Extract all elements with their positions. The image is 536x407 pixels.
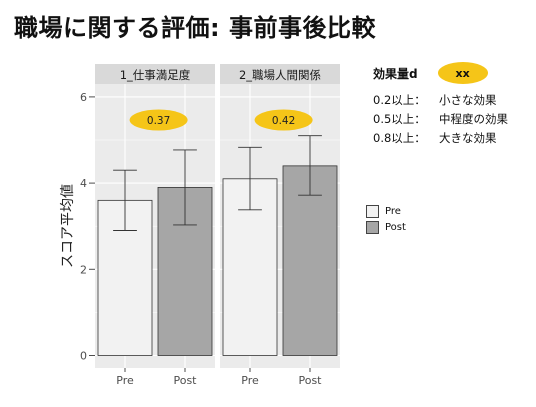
- legend: Pre Post: [366, 205, 406, 237]
- effect-level: 0.5以上：: [373, 112, 426, 126]
- effect-size-label: 0.42: [272, 115, 295, 127]
- facet-strip: [220, 64, 340, 84]
- effect-size-badge: [254, 109, 313, 131]
- effect-size-badge: [129, 109, 188, 131]
- effect-size-label: 0.37: [147, 115, 170, 127]
- effect-row: 0.2以上： 小さな効果: [373, 92, 508, 108]
- effect-desc: 中程度の効果: [439, 112, 508, 126]
- x-tick-label: Post: [173, 374, 197, 387]
- x-tick-label: Post: [298, 374, 322, 387]
- effect-row: 0.8以上： 大きな効果: [373, 130, 508, 146]
- effect-size-title: 効果量d: [373, 66, 418, 81]
- legend-item-pre: Pre: [366, 205, 406, 218]
- x-tick-label: Pre: [116, 374, 134, 387]
- facet-title: 2_職場人間関係: [239, 68, 321, 82]
- y-tick-label: 4: [80, 177, 87, 190]
- y-tick-label: 6: [80, 91, 87, 104]
- legend-label-pre: Pre: [385, 206, 401, 217]
- legend-swatch-post: [366, 221, 379, 234]
- effect-level: 0.2以上：: [373, 93, 426, 107]
- y-tick-label: 2: [80, 263, 87, 276]
- facet-title: 1_仕事満足度: [120, 68, 191, 82]
- effect-level: 0.8以上：: [373, 131, 426, 145]
- legend-label-post: Post: [385, 222, 406, 233]
- effect-desc: 小さな効果: [439, 93, 497, 107]
- legend-swatch-pre: [366, 205, 379, 218]
- legend-item-post: Post: [366, 221, 406, 234]
- page-title: 職場に関する評価: 事前事後比較: [14, 14, 376, 42]
- effect-row: 0.5以上： 中程度の効果: [373, 111, 508, 127]
- x-tick-label: Pre: [241, 374, 259, 387]
- y-axis-label: スコア平均値: [60, 184, 76, 268]
- effect-desc: 大きな効果: [439, 131, 497, 145]
- y-tick-label: 0: [80, 350, 87, 363]
- bar: [282, 165, 338, 356]
- facet-strip: [95, 64, 215, 84]
- effect-size-guide: 効果量d xx 0.2以上： 小さな効果 0.5以上： 中程度の効果 0.8以上： 大…: [373, 62, 508, 149]
- effect-size-pill: xx: [437, 62, 488, 84]
